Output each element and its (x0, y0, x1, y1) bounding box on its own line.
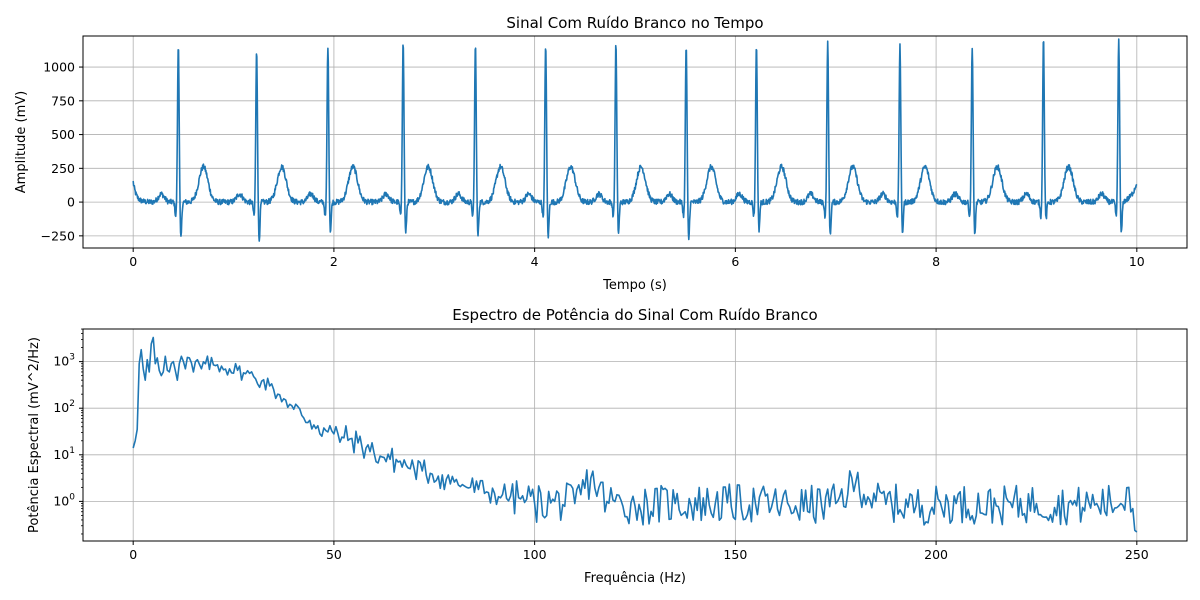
power-spectrum-title: Espectro de Potência do Sinal Com Ruído … (452, 306, 817, 324)
power-spectrum-xtick-label: 100 (523, 547, 547, 562)
power-spectrum-frame (82, 328, 1188, 542)
time-signal-xtick-label: 0 (129, 254, 137, 269)
time-signal-line (132, 38, 1138, 242)
power-spectrum-line (132, 336, 1138, 533)
power-spectrum-xtick-label: 150 (723, 547, 747, 562)
time-signal-ytick-label: 500 (51, 127, 75, 142)
time-signal-axes: 0 2 4 6 8 10 −250 0 250 500 750 1000 Sinal Com Ruíd… (14, 14, 1188, 293)
time-signal-ytick-label: 250 (51, 161, 75, 176)
power-spectrum-ytick-exponent: 3 (69, 353, 75, 363)
time-signal-xtick-label: 4 (531, 254, 539, 269)
power-spectrum-xtick-label: 0 (129, 547, 137, 562)
time-signal-xtick-label: 2 (330, 254, 338, 269)
time-signal-ytick-label: 750 (51, 93, 75, 108)
time-signal-xtick-label: 6 (731, 254, 739, 269)
time-signal-ytick-label: 0 (67, 195, 75, 210)
power-spectrum-xtick-label: 250 (1125, 547, 1149, 562)
power-spectrum-grid (83, 329, 1187, 541)
power-spectrum-ylabel: Potência Espectral (mV^2/Hz) (27, 337, 42, 533)
time-signal-ytick-label: −250 (41, 228, 75, 243)
power-spectrum-ytick-exponent: 1 (69, 446, 75, 456)
time-signal-frame (82, 35, 1188, 249)
power-spectrum-xlabel: Frequência (Hz) (584, 571, 686, 586)
power-spectrum-xtick-label: 50 (326, 547, 342, 562)
power-spectrum-ytick-exponent: 2 (69, 399, 75, 409)
time-signal-ylabel: Amplitude (mV) (14, 91, 29, 193)
time-signal-ticks: 0 2 4 6 8 10 −250 0 250 500 750 1000 (41, 60, 1145, 269)
power-spectrum-xtick-label: 200 (924, 547, 948, 562)
time-signal-xlabel: Tempo (s) (602, 278, 667, 293)
power-spectrum-ytick-exponent: 0 (69, 492, 75, 502)
time-signal-grid (83, 36, 1187, 248)
time-signal-xtick-label: 8 (932, 254, 940, 269)
time-signal-xtick-label: 10 (1129, 254, 1145, 269)
time-signal-title: Sinal Com Ruído Branco no Tempo (506, 14, 763, 32)
time-signal-ytick-label: 1000 (43, 60, 75, 75)
